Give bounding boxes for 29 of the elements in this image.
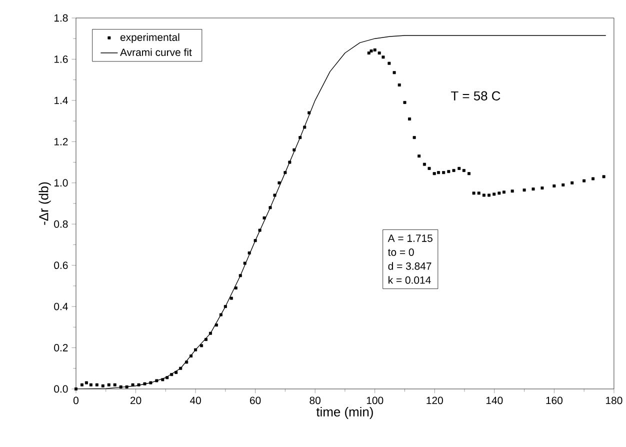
annotation: A = 1.715 xyxy=(388,234,432,242)
y-tick-label: 1.6 xyxy=(54,56,68,63)
y-axis-title: -Δr (db) xyxy=(38,182,51,225)
x-tick-label: 60 xyxy=(250,396,261,404)
x-tick-label: 100 xyxy=(366,396,384,404)
y-tick-label: 0.0 xyxy=(54,385,68,393)
x-axis-title: time (min) xyxy=(316,406,373,420)
y-tick-label: 0.6 xyxy=(54,262,68,270)
annotation: to = 0 xyxy=(388,248,414,256)
x-tick-label: 80 xyxy=(310,396,320,404)
y-tick-label: 1.0 xyxy=(54,179,68,187)
annotation: d = 3.847 xyxy=(388,262,432,270)
x-tick-label: 0 xyxy=(73,396,78,404)
y-tick-label: 0.4 xyxy=(54,302,68,310)
y-tick-label: 0.8 xyxy=(54,220,68,228)
y-tick-label: 1.4 xyxy=(54,96,68,104)
x-tick-label: 20 xyxy=(130,396,142,404)
annotation: k = 0.014 xyxy=(388,276,431,284)
annotation: T = 58 C xyxy=(451,91,500,100)
x-tick-label: 140 xyxy=(486,396,503,404)
legend-label: Avrami curve fit xyxy=(120,48,192,56)
y-tick-label: 1.2 xyxy=(54,138,68,146)
y-tick-label: 0.2 xyxy=(54,344,68,352)
x-tick-label: 120 xyxy=(426,396,443,404)
x-tick-label: 180 xyxy=(606,396,622,404)
y-tick-label: 1.8 xyxy=(54,14,68,22)
x-tick-label: 160 xyxy=(546,396,562,404)
legend-label: experimental xyxy=(120,33,180,44)
x-tick-label: 40 xyxy=(190,396,201,404)
